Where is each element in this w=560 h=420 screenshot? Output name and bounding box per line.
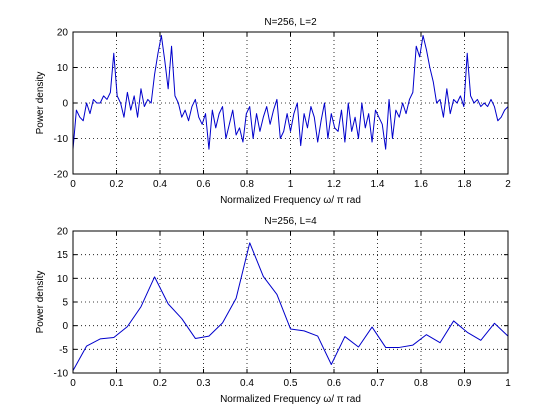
series-line <box>72 35 509 150</box>
chart-title-top: N=256, L=2 <box>264 17 317 28</box>
x-tick-label: 1.8 <box>458 179 472 190</box>
x-tick-label: 0.2 <box>110 179 124 190</box>
chart-panel-top: N=256, L=2 Power density Normalized Freq… <box>35 17 511 206</box>
y-tick-label: -10 <box>54 134 69 145</box>
ticks-bottom: 0 0.1 0.2 0.3 0.4 0.5 0.6 0.7 0.8 0.9 1 -10 -5 0 5 10 15… <box>54 227 512 390</box>
x-tick-label: 1.6 <box>414 179 428 190</box>
y-tick-label: -10 <box>54 369 69 380</box>
y-axis-label-top: Power density <box>35 72 46 135</box>
y-axis-label-bottom: Power density <box>35 271 46 334</box>
y-tick-label: 10 <box>57 274 69 285</box>
plot-frame-top <box>72 31 509 175</box>
x-tick-label: 0.6 <box>327 378 341 389</box>
y-tick-label: 20 <box>57 28 69 39</box>
x-tick-label: 1.2 <box>327 179 341 190</box>
chart-panel-bottom: N=256, L=4 Power density Normalized Freq… <box>35 216 511 405</box>
grid-top <box>73 32 508 174</box>
chart-title-bottom: N=256, L=4 <box>264 216 317 227</box>
x-tick-label: 0.5 <box>284 378 298 389</box>
x-tick-label: 0.2 <box>153 378 167 389</box>
x-tick-label: 0.4 <box>240 378 254 389</box>
x-tick-label: 0.7 <box>371 378 385 389</box>
x-axis-label-top: Normalized Frequency ω/ π rad <box>220 195 361 206</box>
series-line <box>72 242 509 371</box>
y-tick-label: 10 <box>57 63 69 74</box>
x-tick-label: 0.4 <box>153 179 167 190</box>
grid-bottom <box>73 231 508 373</box>
y-tick-label: 0 <box>62 321 68 332</box>
y-tick-label: 15 <box>57 250 69 261</box>
x-tick-label: 2 <box>505 179 511 190</box>
series-bottom <box>72 242 509 371</box>
x-tick-label: 1 <box>288 179 294 190</box>
x-tick-label: 0 <box>70 378 76 389</box>
y-tick-label: -20 <box>54 170 69 181</box>
plot-frame-bottom <box>72 230 509 374</box>
x-tick-label: 0.8 <box>240 179 254 190</box>
x-tick-label: 1 <box>505 378 511 389</box>
y-tick-label: 20 <box>57 227 69 238</box>
x-axis-label-bottom: Normalized Frequency ω/ π rad <box>220 394 361 405</box>
y-tick-label: 0 <box>62 99 68 110</box>
x-tick-label: 0.9 <box>458 378 472 389</box>
x-tick-label: 1.4 <box>371 179 385 190</box>
x-tick-label: 0.6 <box>197 179 211 190</box>
series-top <box>72 35 509 150</box>
x-tick-label: 0.3 <box>197 378 211 389</box>
x-tick-label: 0.1 <box>110 378 124 389</box>
x-tick-label: 0.8 <box>414 378 428 389</box>
x-tick-label: 0 <box>70 179 76 190</box>
ticks-top: 0 0.2 0.4 0.6 0.8 1 1.2 1.4 1.6 1.8 2 -20 -10 0 10 20 <box>54 28 512 191</box>
y-tick-label: 5 <box>62 298 68 309</box>
y-tick-label: -5 <box>59 345 68 356</box>
